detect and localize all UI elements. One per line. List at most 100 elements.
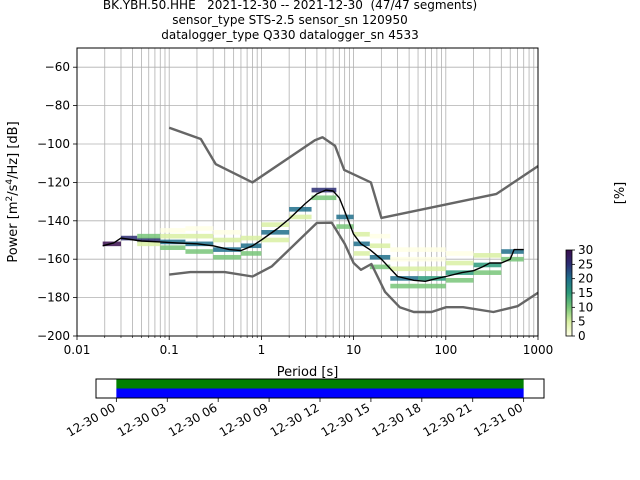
density-cell xyxy=(289,214,312,220)
density-cell xyxy=(418,247,446,252)
colorbar-tick-label: 15 xyxy=(578,286,593,300)
x-tick-label: 1000 xyxy=(523,343,554,357)
curves xyxy=(102,126,539,314)
grid xyxy=(76,48,538,337)
y-tick-label: −200 xyxy=(37,329,70,343)
y-axis-label-part-2: /s xyxy=(6,184,21,195)
timeline-tick-label: 12-30 09 xyxy=(217,400,271,439)
timeline-tick-label: 12-30 12 xyxy=(268,400,322,439)
x-tick-label: 0.1 xyxy=(160,343,179,357)
density-cell xyxy=(473,270,502,275)
noise-model-high-line xyxy=(168,126,539,220)
density-cell xyxy=(213,254,241,260)
density-cell xyxy=(418,256,446,262)
y-axis-label: Power [m2/s4/Hz] [dB] xyxy=(5,121,21,262)
x-tick-label: 10 xyxy=(346,343,361,357)
y-tick-label: −60 xyxy=(45,60,70,74)
y-axis-label-sup-1: 2 xyxy=(5,196,15,202)
timeline-tick-label: 12-30 06 xyxy=(166,400,220,439)
density-cell xyxy=(289,206,312,212)
noise-model-low-line xyxy=(169,221,539,314)
axis-ticks: 0.01 0.1 1 10 100 1000 −200 −180 −160 −140 −120 −10… xyxy=(37,60,553,357)
density-cell xyxy=(369,233,391,239)
colorbar-tick-label: 30 xyxy=(578,243,593,257)
density-cell xyxy=(418,283,446,289)
density-cell xyxy=(185,226,214,231)
timeline-tick-label: 12-31 00 xyxy=(471,400,525,439)
density-cell xyxy=(418,266,446,272)
density-cell xyxy=(240,251,262,256)
density-cell xyxy=(353,231,370,237)
y-tick-label: −160 xyxy=(37,252,70,266)
density-cell xyxy=(185,249,214,254)
timeline-tick-label: 12-30 15 xyxy=(319,400,373,439)
density-cell xyxy=(160,239,186,245)
colorbar-tick-label: 20 xyxy=(578,272,593,286)
chart-title-line-2: sensor_type STS-2.5 sensor_sn 120950 xyxy=(172,13,408,27)
density-cell xyxy=(418,276,446,281)
density-cell xyxy=(137,241,161,247)
density-cell xyxy=(137,233,161,239)
density-cell xyxy=(160,228,186,233)
density-cell xyxy=(137,237,161,243)
density-cell xyxy=(369,243,391,249)
density-cell xyxy=(390,256,419,262)
timeline-segment-bar xyxy=(116,388,524,398)
density-cell xyxy=(240,235,262,241)
density-cell xyxy=(336,224,354,229)
density-cell xyxy=(261,230,290,235)
density-cell xyxy=(473,253,502,258)
density-cell xyxy=(353,251,370,256)
y-tick-label: −180 xyxy=(37,291,70,305)
x-axis-label: Period [s] xyxy=(277,365,339,380)
y-axis-label-part-3: /Hz] [dB] xyxy=(6,121,21,179)
density-cell xyxy=(311,187,337,193)
x-tick-label: 1 xyxy=(258,343,266,357)
mode-curve-line xyxy=(102,189,524,282)
chart-title-line-1: BK.YBH.50.HHE 2021-12-30 -- 2021-12-30 (… xyxy=(102,0,478,12)
density-cell xyxy=(336,214,354,220)
colorbar-tick-label: 10 xyxy=(578,300,593,314)
density-cell xyxy=(445,260,474,266)
y-tick-label: −80 xyxy=(45,99,70,113)
density-cell xyxy=(501,256,524,262)
y-axis-label-part-1: Power [m xyxy=(6,201,21,262)
density-cell xyxy=(390,247,419,252)
density-cell xyxy=(261,222,290,227)
density-cell xyxy=(390,266,419,272)
plot-frame xyxy=(76,47,539,337)
density-cell xyxy=(390,283,419,289)
density-cell xyxy=(160,233,186,239)
y-tick-label: −120 xyxy=(37,175,70,189)
colorbar-label: [%] xyxy=(613,182,628,205)
density-cell xyxy=(501,249,524,254)
timeline-tick-label: 12-30 21 xyxy=(421,400,475,439)
timeline-tick-label: 12-30 00 xyxy=(64,400,118,439)
density-cell xyxy=(213,230,241,235)
density-cell xyxy=(185,233,214,239)
colorbar-tick-label: 0 xyxy=(578,329,586,343)
chart-title-line-3: datalogger_type Q330 datalogger_sn 4533 xyxy=(161,28,419,42)
density-cell xyxy=(311,195,337,201)
y-axis-label-sup-2: 4 xyxy=(5,179,15,185)
colorbar-gradient xyxy=(565,249,573,337)
timeline-tick-label: 12-30 18 xyxy=(370,400,424,439)
colorbar-tick-label: 25 xyxy=(578,257,593,271)
density-cell xyxy=(445,278,474,283)
y-tick-label: −140 xyxy=(37,214,70,228)
density-cell xyxy=(213,237,241,243)
y-tick-label: −100 xyxy=(37,137,70,151)
x-tick-label: 0.01 xyxy=(64,343,91,357)
colorbar-tick-label: 5 xyxy=(578,315,586,329)
x-tick-label: 100 xyxy=(434,343,457,357)
density-cell xyxy=(120,235,138,241)
density-cell xyxy=(445,251,474,256)
density-cell xyxy=(160,245,186,250)
timeline-tick-label: 12-30 03 xyxy=(115,400,169,439)
density-cell xyxy=(369,264,391,270)
density-cell xyxy=(261,237,290,243)
timeline-segment-bar xyxy=(116,379,524,389)
